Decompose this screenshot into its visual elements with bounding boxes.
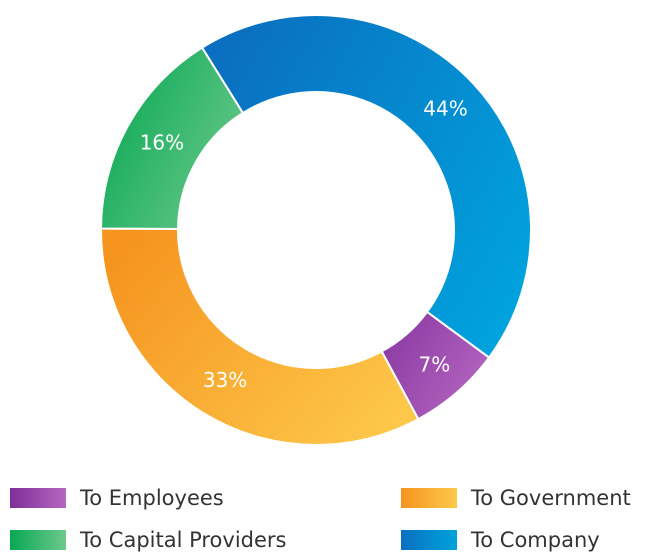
slice-to-capital-providers <box>99 46 245 231</box>
legend-swatch-capital-providers <box>10 530 66 550</box>
legend-label-company: To Company <box>471 528 600 552</box>
legend-item-government: To Government <box>401 486 631 510</box>
slice-label-to-government: 33% <box>203 368 247 392</box>
donut-chart: 44% 7% 33% 16% <box>99 14 532 446</box>
slice-to-company <box>200 14 532 359</box>
legend-swatch-employees <box>10 488 66 508</box>
legend-item-employees: To Employees <box>10 486 224 510</box>
legend-label-government: To Government <box>471 486 631 510</box>
legend-label-employees: To Employees <box>80 486 224 510</box>
legend-swatch-government <box>401 488 457 508</box>
slice-label-to-capital-providers: 16% <box>140 130 184 154</box>
legend-item-capital-providers: To Capital Providers <box>10 528 287 552</box>
legend-item-company: To Company <box>401 528 600 552</box>
legend-swatch-company <box>401 530 457 550</box>
slice-to-government <box>100 227 420 446</box>
slice-label-to-company: 44% <box>423 97 467 121</box>
slice-label-to-employees: 7% <box>419 353 451 377</box>
legend-label-capital-providers: To Capital Providers <box>80 528 287 552</box>
legend: To Employees To Government To Capital Pr… <box>0 478 649 560</box>
